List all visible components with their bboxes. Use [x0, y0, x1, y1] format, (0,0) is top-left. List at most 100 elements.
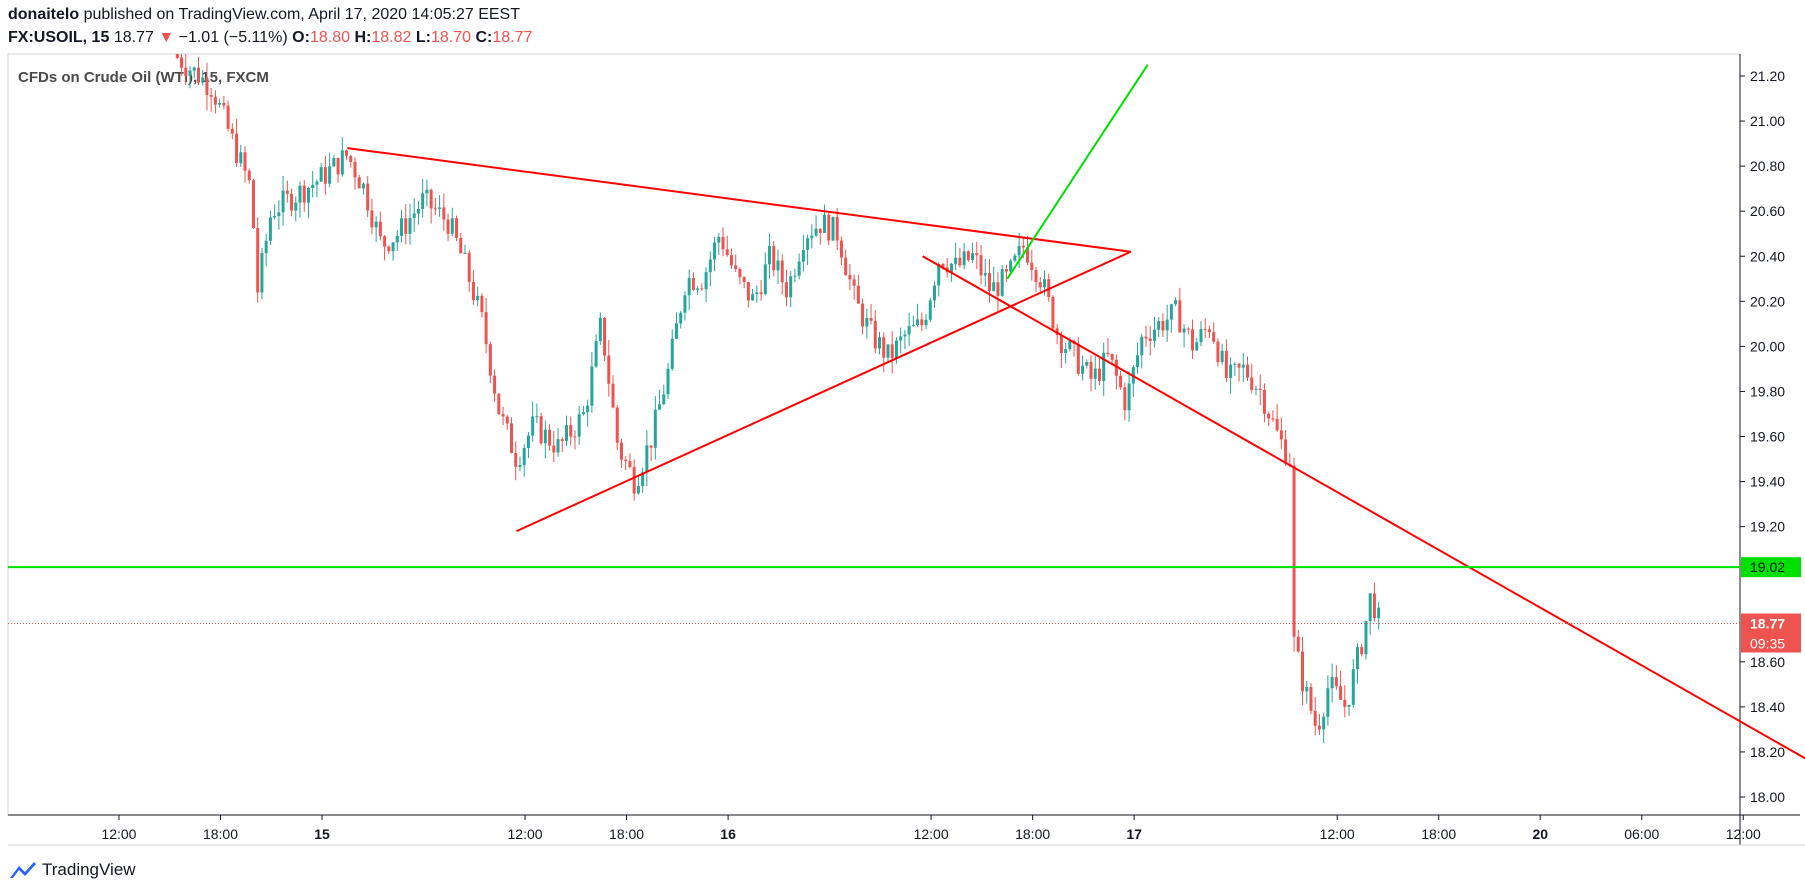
candle-body [1305, 686, 1309, 692]
candle-body [488, 344, 492, 376]
candle-body [797, 261, 801, 276]
candle-body [975, 253, 979, 256]
candle-body [924, 319, 928, 326]
x-tick-label: 18:00 [609, 826, 644, 842]
candle-body [1229, 364, 1233, 379]
candle-body [746, 281, 750, 301]
candle-body [1216, 341, 1220, 362]
y-tick-label: 21.00 [1750, 113, 1785, 129]
candle-body [1140, 336, 1144, 356]
candle-body [1038, 282, 1042, 288]
open-label: O: [292, 29, 310, 46]
candle-body [505, 416, 509, 424]
candle-body [624, 459, 628, 462]
candle-body [526, 435, 530, 449]
y-tick-label: 19.40 [1750, 474, 1785, 490]
candle-body [1004, 269, 1008, 272]
candle-body [188, 70, 192, 76]
candle-body [755, 292, 759, 295]
candle-body [649, 445, 653, 448]
candle-body [404, 218, 408, 234]
tradingview-logo[interactable]: TradingView [8, 860, 136, 880]
x-tick-label: 06:00 [1624, 826, 1659, 842]
candle-body [679, 312, 683, 324]
candle-body [328, 166, 332, 184]
author-name[interactable]: donaitelo [8, 6, 80, 23]
candle-body [683, 295, 687, 313]
candle-body [1161, 321, 1165, 331]
candle-body [1241, 364, 1245, 368]
candle-body [907, 326, 911, 335]
candle-body [205, 77, 209, 96]
candle-body [484, 312, 488, 345]
candle-body [222, 102, 226, 106]
close-value: 18.77 [492, 29, 533, 46]
candle-body [471, 281, 475, 301]
candle-body [209, 95, 213, 97]
candle-body [865, 317, 869, 327]
candle-body [196, 67, 200, 83]
candle-body [277, 212, 281, 217]
x-tick-label: 15 [314, 826, 330, 842]
candle-body [751, 294, 755, 301]
candle-body [1191, 329, 1195, 351]
candle-body [636, 485, 640, 494]
candle-body [395, 235, 399, 243]
candle-body [184, 67, 188, 76]
candle-body [1089, 362, 1093, 379]
candle-body [772, 245, 776, 271]
chart-title: CFDs on Crude Oil (WTI), 15, FXCM [18, 69, 269, 86]
down-arrow-icon: ▼ [158, 29, 175, 46]
candle-body [311, 184, 315, 188]
x-tick-label: 12:00 [1726, 826, 1761, 842]
candle-body [548, 429, 552, 446]
low-label: L: [415, 29, 431, 46]
candle-body [1178, 300, 1182, 333]
candle-body [1313, 710, 1317, 726]
candle-body [954, 257, 958, 264]
candle-body [1021, 245, 1025, 248]
candle-body [916, 319, 920, 325]
candle-body [340, 150, 344, 175]
candle-body [1148, 338, 1152, 341]
candle-body [1347, 704, 1351, 707]
candle-body [1144, 336, 1148, 339]
candle-body [933, 285, 937, 301]
candle-body [801, 249, 805, 262]
candle-body [645, 445, 649, 473]
x-tick-label: 18:00 [1015, 826, 1050, 842]
candle-body [793, 275, 797, 277]
candle-body [611, 383, 615, 408]
candle-body [1326, 688, 1330, 717]
candle-body [383, 236, 387, 247]
y-tick-label: 19.20 [1750, 519, 1785, 535]
candle-body [725, 249, 729, 256]
y-tick-label: 20.60 [1750, 203, 1785, 219]
candle-body [361, 183, 365, 189]
candle-body [175, 54, 179, 58]
candle-body [1119, 375, 1123, 388]
candle-body [235, 133, 239, 164]
candle-body [560, 439, 564, 441]
candle-body [1123, 387, 1127, 411]
publish-text: published on TradingView.com, April 17, … [83, 6, 520, 23]
candle-body [412, 213, 416, 218]
candle-body [201, 77, 205, 83]
candle-body [966, 251, 970, 261]
candle-body [1275, 418, 1279, 431]
candle-body [653, 409, 657, 448]
candle-body [290, 193, 294, 211]
candle-body [780, 260, 784, 283]
candle-body [628, 461, 632, 468]
x-tick-label: 17 [1126, 826, 1142, 842]
candle-body [721, 236, 725, 250]
candle-body [1076, 343, 1080, 374]
candle-body [708, 259, 712, 273]
candle-body [856, 285, 860, 304]
candle-body [1207, 329, 1211, 333]
candle-body [1093, 368, 1097, 379]
candle-body [971, 253, 975, 261]
candle-body [920, 319, 924, 326]
candle-body [273, 216, 277, 218]
